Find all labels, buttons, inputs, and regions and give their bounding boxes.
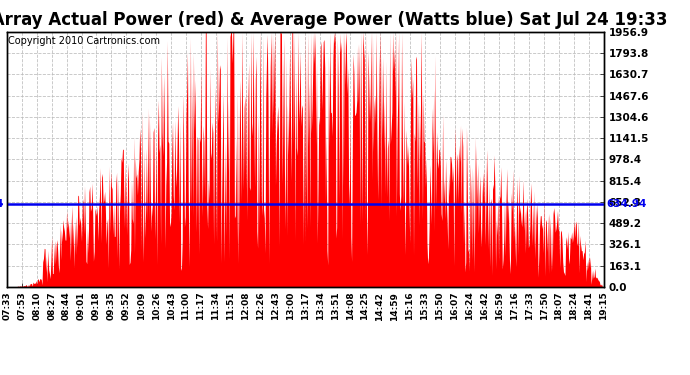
Text: 634.94: 634.94 bbox=[607, 199, 647, 209]
Text: 634.94: 634.94 bbox=[0, 199, 4, 209]
Text: Copyright 2010 Cartronics.com: Copyright 2010 Cartronics.com bbox=[8, 36, 160, 46]
Text: West Array Actual Power (red) & Average Power (Watts blue) Sat Jul 24 19:33: West Array Actual Power (red) & Average … bbox=[0, 11, 668, 29]
